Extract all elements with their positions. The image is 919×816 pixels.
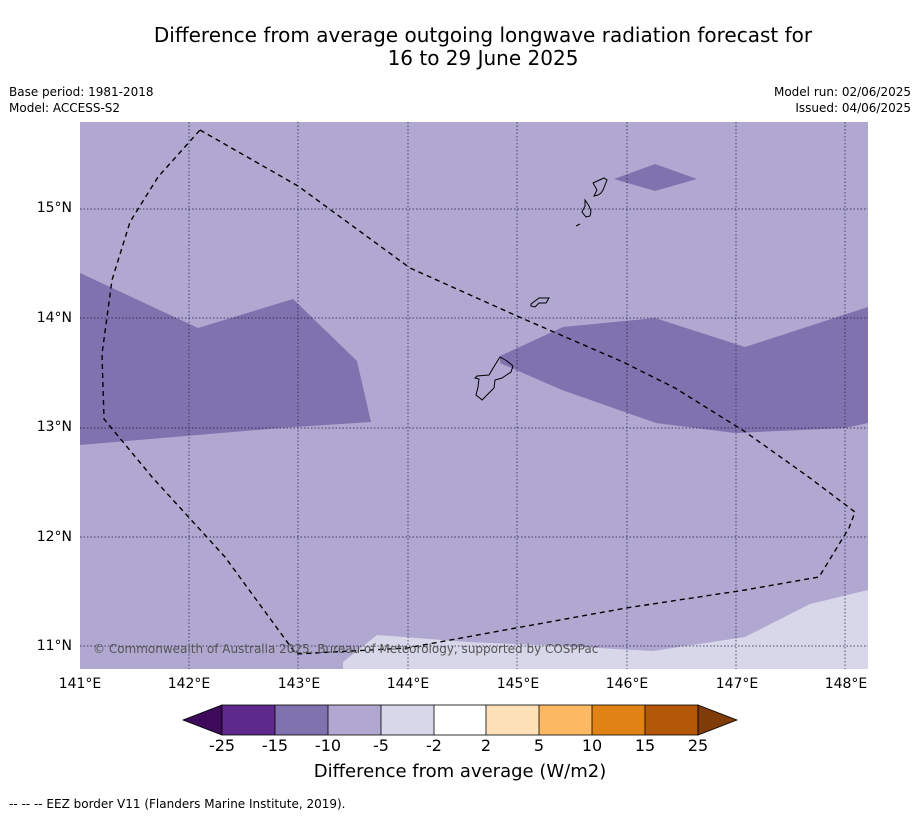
colorbar-tick-label: -25 <box>208 736 236 755</box>
colorbar-swatch-plus5-plus10 <box>539 705 592 735</box>
colorbar-swatch-plus10-plus15 <box>592 705 645 735</box>
map-title-line2: 16 to 29 June 2025 <box>387 46 579 70</box>
colorbar-tick-label: 15 <box>634 736 656 755</box>
colorbar-tick-label: -5 <box>373 736 389 755</box>
colorbar-swatch-minus5-minus2 <box>381 705 434 735</box>
lat-label-13n: 13°N <box>36 419 72 435</box>
model-label: Model: ACCESS-S2 <box>9 101 121 115</box>
colorbar-swatch-minus15-minus10 <box>275 705 328 735</box>
anomaly-region-minus10-to-minus15-east <box>500 307 868 433</box>
colorbar-tick-label: 5 <box>533 736 545 755</box>
colorbar-tick-label: -15 <box>261 736 289 755</box>
colorbar-tick-label: 2 <box>480 736 492 755</box>
eez-border <box>101 129 856 655</box>
lon-label-142e: 142°E <box>167 676 211 692</box>
colorbar-extend-low <box>181 704 223 736</box>
colorbar-tick-label: -10 <box>314 736 342 755</box>
lat-label-15n: 15°N <box>36 200 72 216</box>
colorbar-swatch-minus10-minus5 <box>328 705 381 735</box>
saipan-island-outline <box>592 177 608 197</box>
lon-label-143e: 143°E <box>277 676 321 692</box>
eez-border-legend: -- -- -- EEZ border V11 (Flanders Marine… <box>9 797 346 811</box>
lon-label-144e: 144°E <box>386 676 430 692</box>
colorbar-tick-label: 25 <box>687 736 709 755</box>
forecast-map <box>80 122 868 669</box>
guam-island-outline <box>474 356 514 401</box>
lon-label-147e: 147°E <box>715 676 759 692</box>
colorbar-title: Difference from average (W/m2) <box>313 761 607 782</box>
lon-label-141e: 141°E <box>58 676 102 692</box>
colorbar-tick-label: -2 <box>426 736 442 755</box>
colorbar-tick-label: 10 <box>581 736 603 755</box>
island-outlines <box>474 177 608 401</box>
model-run-label: Model run: 02/06/2025 <box>773 85 911 99</box>
colorbar-swatch-plus15-plus25 <box>645 705 698 735</box>
anomaly-region-minus10-to-minus15-north <box>614 164 697 191</box>
colorbar-extend-high <box>697 704 739 736</box>
colorbar-dividers <box>221 704 699 736</box>
anomaly-region-minus2-to-minus5 <box>343 590 868 669</box>
colorbar-swatch-minus25-minus15 <box>222 705 275 735</box>
copyright-notice: © Commonwealth of Australia 2025, Bureau… <box>93 642 599 656</box>
lon-label-145e: 145°E <box>496 676 540 692</box>
tinian-island-outline <box>581 198 592 218</box>
lon-label-146e: 146°E <box>605 676 649 692</box>
gridlines <box>80 122 868 669</box>
aguijan-islet-outline <box>575 223 581 227</box>
lat-label-11n: 11°N <box>36 638 72 654</box>
lat-label-12n: 12°N <box>36 529 72 545</box>
lon-label-148e: 148°E <box>824 676 868 692</box>
rota-island-outline <box>530 297 550 308</box>
lat-label-14n: 14°N <box>36 310 72 326</box>
issued-label: Issued: 04/06/2025 <box>795 101 911 115</box>
colorbar <box>180 702 740 738</box>
colorbar-swatch-plus2-plus5 <box>486 705 539 735</box>
map-title-line1: Difference from average outgoing longwav… <box>153 23 813 47</box>
base-period-label: Base period: 1981-2018 <box>9 85 154 99</box>
colorbar-swatch-minus2-plus2 <box>434 705 486 735</box>
